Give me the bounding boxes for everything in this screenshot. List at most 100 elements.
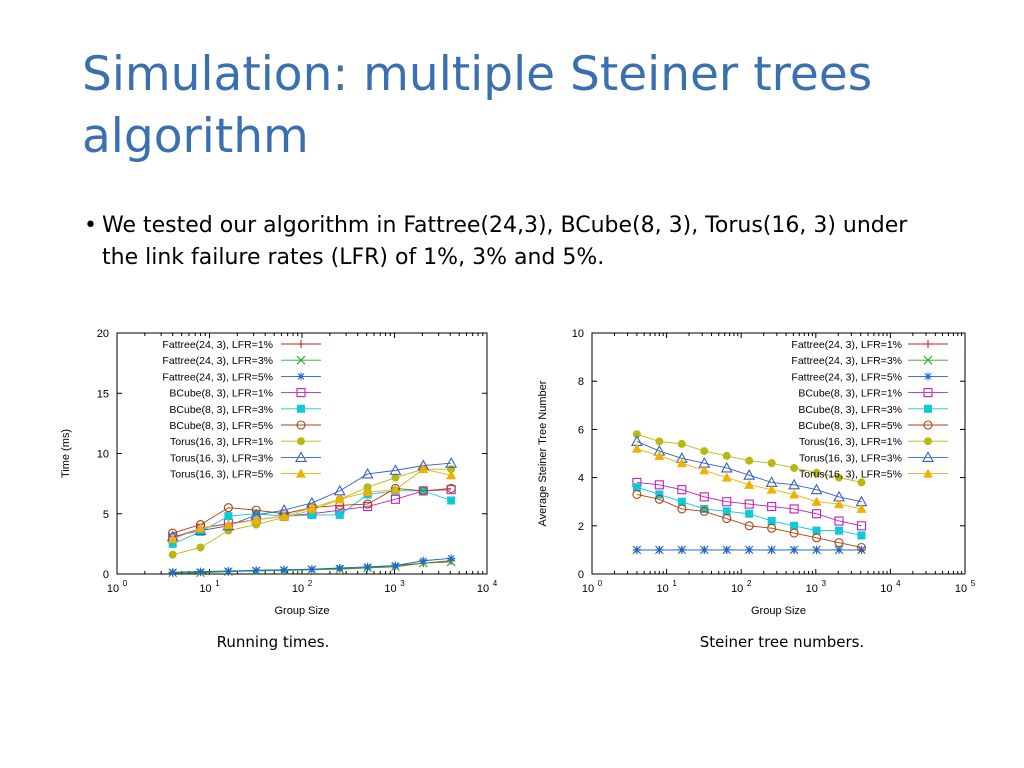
data-point xyxy=(676,458,687,468)
data-point xyxy=(812,509,822,519)
data-point xyxy=(835,473,844,482)
y-tick-label: 8 xyxy=(578,376,584,388)
data-point xyxy=(767,523,777,533)
legend-label: Torus(16, 3), LFR=5% xyxy=(170,469,273,481)
data-point xyxy=(335,563,344,572)
x-axis-label: Group Size xyxy=(751,605,806,617)
data-point xyxy=(655,545,664,554)
data-point xyxy=(811,496,822,506)
series-line xyxy=(636,441,862,503)
data-point xyxy=(700,447,709,456)
x-tick-exponent: 3 xyxy=(400,579,405,588)
data-point xyxy=(362,487,373,497)
legend-marker xyxy=(923,355,933,365)
x-tick-exponent: 1 xyxy=(215,579,220,588)
series-torus-16-3-lfr-5 xyxy=(167,464,457,544)
data-point xyxy=(834,538,844,548)
data-point xyxy=(699,492,709,502)
x-tick-label: 10 xyxy=(107,583,119,595)
data-point xyxy=(654,480,664,490)
data-point xyxy=(390,484,401,494)
legend-label: BCube(8, 3), LFR=5% xyxy=(798,420,902,432)
x-tick-label: 10 xyxy=(582,583,594,595)
legend-label: Torus(16, 3), LFR=1% xyxy=(170,436,273,448)
data-point xyxy=(722,514,732,524)
x-tick-exponent: 3 xyxy=(822,579,827,588)
data-point xyxy=(834,516,844,526)
legend-label: Torus(16, 3), LFR=3% xyxy=(799,452,902,464)
data-point xyxy=(789,504,799,514)
data-point xyxy=(722,451,731,460)
legend-marker xyxy=(924,404,932,413)
series-fattree-24-3-lfr-5 xyxy=(168,554,456,577)
data-point xyxy=(722,545,731,554)
data-point xyxy=(632,483,641,492)
y-tick-label: 2 xyxy=(578,521,584,533)
data-point xyxy=(812,468,821,477)
y-tick-label: 0 xyxy=(578,569,584,581)
bullet-list: • We tested our algorithm in Fattree(24,… xyxy=(84,210,944,274)
data-point xyxy=(856,542,867,553)
data-point xyxy=(722,507,731,516)
data-point xyxy=(334,494,345,504)
y-axis-label: Time (ms) xyxy=(60,429,72,478)
data-point xyxy=(857,531,866,540)
data-point xyxy=(306,502,317,512)
data-point xyxy=(446,483,456,493)
running-times-chart: 0 5 10 15 20 10 0 10 1 10 2 10 3 10 4 Group Size Time (m… xyxy=(60,328,498,617)
legend-label: BCube(8, 3), LFR=3% xyxy=(798,404,902,416)
steiner-tree-number-chart: 0 2 4 6 8 10 10 0 10 1 10 2 10 3 10 4 10 5 Group Size Avera… xyxy=(537,328,976,617)
x-tick-exponent: 4 xyxy=(493,579,498,588)
data-point xyxy=(677,439,686,448)
y-tick-label: 20 xyxy=(97,328,109,340)
data-point xyxy=(677,485,687,495)
legend-marker xyxy=(297,340,305,348)
legend-marker xyxy=(924,340,932,348)
data-point xyxy=(835,526,844,535)
y-tick-label: 0 xyxy=(103,569,109,581)
legend-marker xyxy=(924,372,932,381)
legend-label: Torus(16, 3), LFR=5% xyxy=(799,469,902,481)
x-tick-label: 10 xyxy=(731,583,743,595)
legend-marker xyxy=(296,355,306,365)
legend-marker xyxy=(923,388,933,398)
legend-label: Fattree(24, 3), LFR=1% xyxy=(791,339,902,351)
data-point xyxy=(279,511,290,521)
x-tick-exponent: 1 xyxy=(672,579,677,588)
data-point xyxy=(446,470,457,480)
data-point xyxy=(699,465,710,475)
data-point xyxy=(419,556,428,565)
caption-running-times: Running times. xyxy=(216,633,330,651)
legend-marker xyxy=(297,372,305,381)
series-bcube-8-3-lfr-1 xyxy=(632,477,867,531)
data-point xyxy=(280,565,289,574)
data-point xyxy=(745,545,754,554)
legend-label: BCube(8, 3), LFR=1% xyxy=(169,388,273,400)
data-point xyxy=(224,566,233,575)
data-point xyxy=(223,503,233,513)
data-point xyxy=(363,562,372,571)
series-torus-16-3-lfr-3 xyxy=(630,435,868,507)
legend-label: Fattree(24, 3), LFR=5% xyxy=(162,371,273,383)
data-point xyxy=(447,554,456,563)
caption-steiner-tree-numbers: Steiner tree numbers. xyxy=(699,633,865,651)
bullet-dot: • xyxy=(84,213,97,238)
data-point xyxy=(632,545,641,554)
legend-marker xyxy=(296,468,306,478)
series-bcube-8-3-lfr-5 xyxy=(632,489,867,553)
data-point xyxy=(766,484,777,494)
legend-marker xyxy=(296,388,306,398)
legend-marker xyxy=(295,451,307,462)
data-point xyxy=(251,514,262,524)
series-torus-16-3-lfr-5 xyxy=(631,443,867,513)
data-point xyxy=(790,521,799,530)
legend-label: Fattree(24, 3), LFR=3% xyxy=(791,355,902,367)
x-tick-exponent: 5 xyxy=(971,579,976,588)
y-tick-label: 10 xyxy=(572,328,584,340)
data-point xyxy=(767,516,776,525)
data-point xyxy=(790,545,799,554)
data-point xyxy=(654,494,664,504)
x-tick-label: 10 xyxy=(384,583,396,595)
x-tick-label: 10 xyxy=(199,583,211,595)
data-point xyxy=(196,543,205,552)
